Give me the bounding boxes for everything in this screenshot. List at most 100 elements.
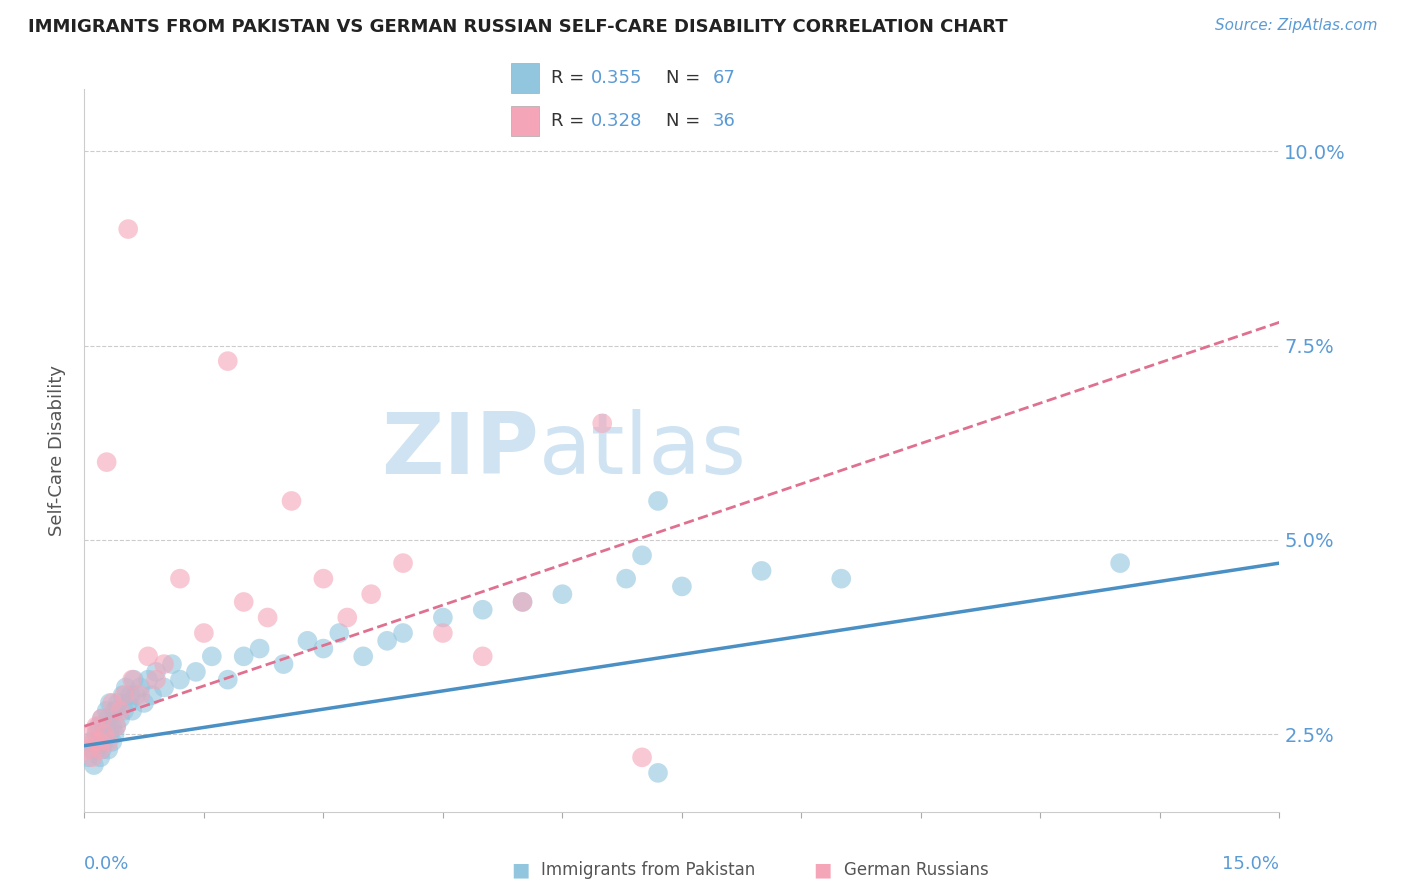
Point	[96, 455, 118, 469]
Text: ■: ■	[813, 860, 832, 880]
Text: German Russians: German Russians	[844, 861, 988, 879]
Point	[80, 735, 103, 749]
Point	[201, 649, 224, 664]
Point	[86, 727, 108, 741]
Point	[93, 727, 115, 741]
Point	[122, 673, 145, 687]
Point	[432, 610, 454, 624]
Point	[360, 587, 382, 601]
Point	[232, 595, 254, 609]
Point	[83, 735, 105, 749]
Point	[647, 765, 669, 780]
Text: ■: ■	[510, 860, 530, 880]
Point	[117, 222, 139, 236]
Point	[117, 696, 139, 710]
Point	[471, 603, 494, 617]
Point	[110, 711, 132, 725]
Point	[512, 595, 534, 609]
Point	[90, 742, 112, 756]
Point	[90, 711, 112, 725]
Text: IMMIGRANTS FROM PAKISTAN VS GERMAN RUSSIAN SELF-CARE DISABILITY CORRELATION CHAR: IMMIGRANTS FROM PAKISTAN VS GERMAN RUSSI…	[28, 18, 1008, 36]
Point	[82, 742, 104, 756]
Point	[104, 704, 127, 718]
Text: 36: 36	[713, 112, 735, 130]
Text: 0.328: 0.328	[592, 112, 643, 130]
Point	[101, 719, 124, 733]
Point	[193, 626, 215, 640]
Point	[631, 549, 654, 563]
Point	[312, 641, 335, 656]
Point	[97, 711, 120, 725]
Point	[336, 610, 359, 624]
Point	[97, 742, 120, 756]
Point	[647, 494, 669, 508]
Point	[89, 727, 111, 741]
Point	[125, 688, 148, 702]
Text: 15.0%: 15.0%	[1222, 855, 1279, 873]
Point	[141, 688, 163, 702]
Text: N =: N =	[666, 69, 706, 87]
Point	[132, 696, 156, 710]
Point	[96, 704, 118, 718]
Point	[93, 719, 115, 733]
Text: R =: R =	[551, 69, 591, 87]
Point	[273, 657, 295, 672]
Point	[671, 579, 693, 593]
Point	[217, 673, 239, 687]
Point	[77, 742, 100, 756]
Point	[105, 719, 128, 733]
Text: 67: 67	[713, 69, 735, 87]
Point	[551, 587, 574, 601]
Point	[392, 626, 415, 640]
Point	[111, 688, 134, 702]
Point	[89, 750, 111, 764]
Point	[112, 688, 135, 702]
Text: Source: ZipAtlas.com: Source: ZipAtlas.com	[1215, 18, 1378, 33]
Point	[160, 657, 183, 672]
Point	[101, 696, 124, 710]
Text: R =: R =	[551, 112, 591, 130]
Bar	[510, 63, 540, 93]
Point	[145, 665, 167, 679]
Point	[169, 572, 191, 586]
Point	[86, 719, 108, 733]
Point	[96, 727, 118, 741]
Point	[77, 750, 100, 764]
Point	[153, 657, 176, 672]
Point	[98, 696, 121, 710]
Point	[90, 711, 112, 725]
Point	[110, 704, 132, 718]
Point	[87, 719, 110, 733]
Point	[121, 704, 143, 718]
Point	[93, 735, 115, 749]
Point	[129, 681, 152, 695]
Point	[112, 704, 135, 718]
Point	[82, 750, 104, 764]
Point	[98, 727, 121, 741]
Text: Immigrants from Pakistan: Immigrants from Pakistan	[541, 861, 755, 879]
Point	[105, 719, 128, 733]
Point	[471, 649, 494, 664]
Point	[614, 572, 637, 586]
Point	[121, 673, 143, 687]
Bar	[510, 106, 540, 136]
Point	[83, 758, 105, 772]
Point	[97, 735, 120, 749]
Text: 0.0%: 0.0%	[84, 855, 129, 873]
Point	[145, 673, 167, 687]
Point	[392, 556, 415, 570]
Point	[184, 665, 207, 679]
Point	[328, 626, 350, 640]
Point	[830, 572, 852, 586]
Text: ZIP: ZIP	[381, 409, 538, 492]
Point	[297, 633, 319, 648]
Point	[80, 727, 103, 741]
Point	[1109, 556, 1132, 570]
Text: N =: N =	[666, 112, 706, 130]
Point	[87, 735, 110, 749]
Point	[136, 673, 159, 687]
Point	[375, 633, 398, 648]
Text: atlas: atlas	[538, 409, 747, 492]
Point	[107, 696, 129, 710]
Y-axis label: Self-Care Disability: Self-Care Disability	[48, 365, 66, 536]
